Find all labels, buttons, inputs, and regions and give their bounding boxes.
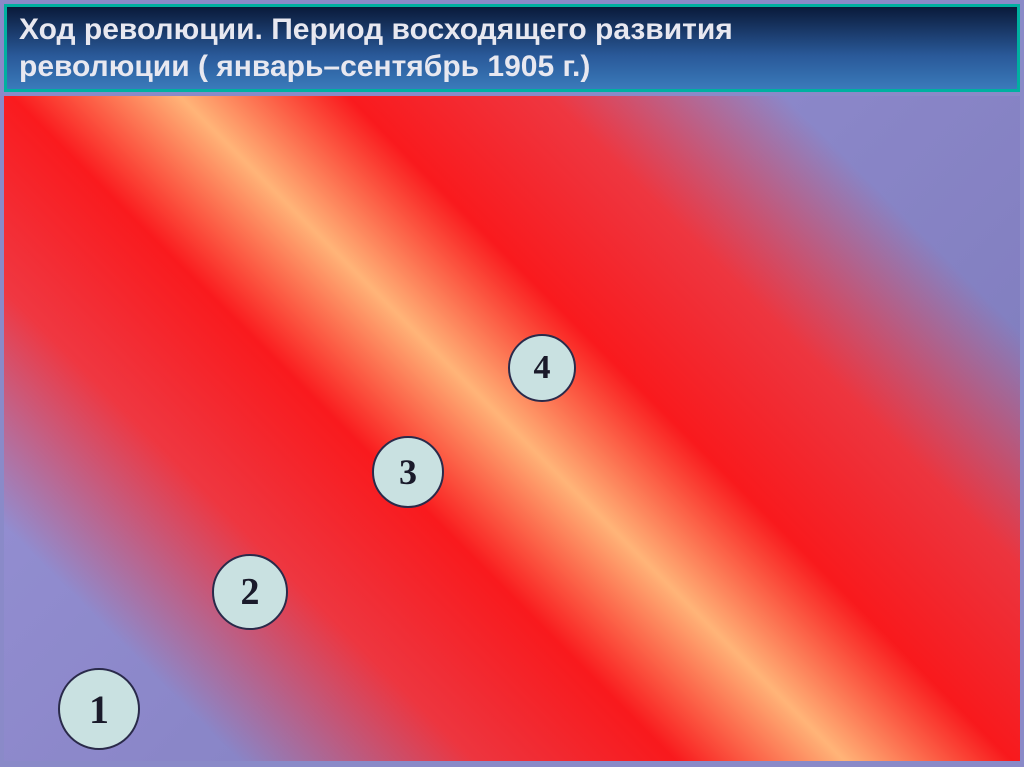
slide-header: Ход революции. Период восходящего развит… bbox=[4, 4, 1020, 92]
diagram-node-label: 2 bbox=[241, 570, 260, 614]
slide-body: 1 2 3 4 bbox=[4, 96, 1020, 761]
diagram-node-label: 4 bbox=[534, 349, 551, 387]
slide: Ход революции. Период восходящего развит… bbox=[0, 0, 1024, 767]
diagram-node-label: 3 bbox=[399, 451, 417, 493]
diagram-node-label: 1 bbox=[89, 686, 109, 733]
diagram-node-2: 2 bbox=[212, 554, 288, 630]
diagram-node-1: 1 bbox=[58, 668, 140, 750]
title-line-1: Ход революции. Период восходящего развит… bbox=[19, 13, 733, 46]
slide-title: Ход революции. Период восходящего развит… bbox=[19, 11, 733, 86]
title-line-2: революции ( январь–сентябрь 1905 г.) bbox=[19, 50, 590, 83]
diagram-node-3: 3 bbox=[372, 436, 444, 508]
diagram-node-4: 4 bbox=[508, 334, 576, 402]
